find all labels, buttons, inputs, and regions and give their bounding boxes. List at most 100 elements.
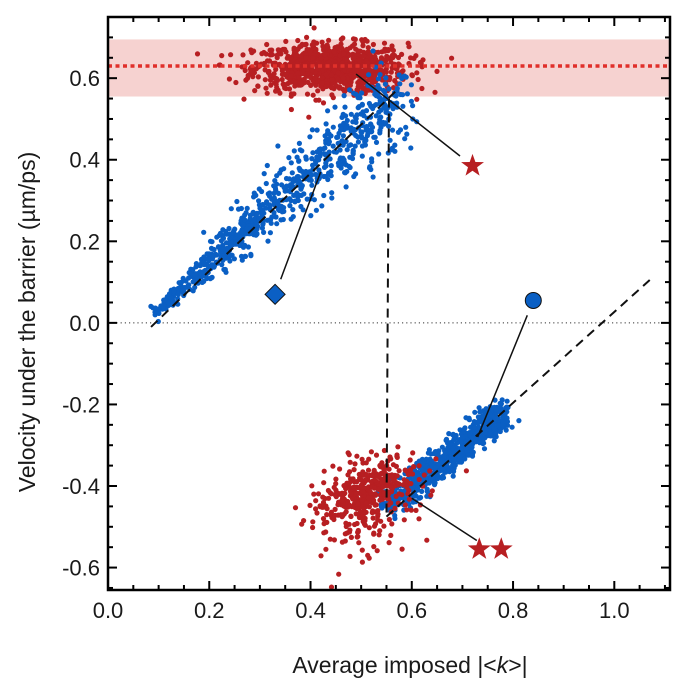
- y-tick-label: -0.4: [62, 474, 100, 499]
- data-point: [414, 480, 420, 486]
- data-point: [352, 143, 358, 149]
- data-points-layer: [148, 25, 522, 590]
- data-point: [217, 246, 223, 252]
- x-tick-label: 1.0: [599, 598, 630, 623]
- data-point: [395, 481, 401, 487]
- data-point: [360, 460, 366, 466]
- data-point: [293, 52, 299, 59]
- data-point: [271, 71, 277, 77]
- data-point: [369, 156, 375, 162]
- axes-layer: 0.0 0.2 0.4 0.6 0.8 1.0 -0.6 -0.4 -0.2 0.0 0.2 0.4 0…: [62, 15, 672, 623]
- data-point: [401, 477, 407, 483]
- data-point: [347, 527, 353, 533]
- data-point: [366, 525, 372, 531]
- annotations-layer: [264, 73, 542, 559]
- data-point: [381, 523, 387, 529]
- data-point: [302, 42, 308, 48]
- data-point: [317, 146, 323, 152]
- data-point: [310, 92, 316, 98]
- data-point: [378, 107, 384, 113]
- data-point: [330, 124, 336, 130]
- data-point: [274, 52, 280, 58]
- data-point: [175, 291, 181, 298]
- data-point: [347, 480, 353, 486]
- data-point: [383, 120, 389, 126]
- data-point: [296, 75, 302, 81]
- data-point: [214, 234, 220, 240]
- data-point: [309, 483, 315, 489]
- data-point: [408, 145, 414, 151]
- data-point: [362, 477, 369, 483]
- data-point: [503, 427, 509, 433]
- data-point: [432, 89, 438, 95]
- data-point: [295, 46, 301, 52]
- data-point: [255, 74, 261, 80]
- data-point: [351, 173, 357, 180]
- data-point: [341, 93, 347, 99]
- data-point: [373, 113, 379, 119]
- data-point: [204, 275, 210, 282]
- data-point: [240, 52, 246, 58]
- data-point: [320, 516, 327, 522]
- data-point: [190, 267, 196, 273]
- data-point: [230, 230, 236, 236]
- data-point: [425, 489, 431, 495]
- data-point: [319, 75, 325, 81]
- data-point: [292, 505, 299, 511]
- data-point: [339, 45, 345, 52]
- data-point: [371, 544, 377, 550]
- data-point: [381, 491, 387, 497]
- data-point: [309, 172, 315, 178]
- data-point: [268, 82, 274, 88]
- data-point: [388, 473, 395, 479]
- data-point: [315, 88, 321, 94]
- data-point: [321, 151, 328, 157]
- data-point: [152, 305, 159, 311]
- data-point: [315, 491, 322, 497]
- data-point: [338, 41, 344, 47]
- data-point: [450, 473, 456, 479]
- data-point: [377, 528, 383, 534]
- data-point: [253, 192, 259, 198]
- data-point: [323, 121, 329, 127]
- data-point: [368, 103, 374, 109]
- data-point: [204, 251, 210, 257]
- data-point: [400, 482, 406, 488]
- data-point: [351, 90, 357, 96]
- data-point: [194, 51, 201, 57]
- data-point: [350, 476, 356, 482]
- data-point: [281, 83, 287, 89]
- data-point: [245, 60, 251, 66]
- data-point: [222, 266, 228, 273]
- data-point: [386, 123, 392, 129]
- data-point: [365, 552, 371, 559]
- data-point: [324, 506, 330, 512]
- data-point: [380, 87, 387, 94]
- data-point: [319, 203, 325, 209]
- data-point: [364, 38, 370, 44]
- data-point: [252, 88, 258, 94]
- data-point: [352, 461, 358, 467]
- data-point: [403, 74, 409, 80]
- data-point: [321, 480, 327, 486]
- data-point: [382, 48, 388, 54]
- data-point: [360, 43, 366, 49]
- data-point: [392, 515, 398, 522]
- data-point: [335, 502, 341, 508]
- data-point: [365, 495, 371, 501]
- diamond-icon: [264, 283, 286, 306]
- data-point: [400, 103, 406, 109]
- data-point: [323, 546, 329, 552]
- data-point: [329, 76, 335, 83]
- data-point: [323, 71, 329, 78]
- data-point: [388, 59, 394, 65]
- data-point: [168, 295, 174, 301]
- data-point: [267, 77, 273, 83]
- data-point: [288, 73, 294, 79]
- data-point: [248, 253, 254, 259]
- data-point: [289, 170, 295, 176]
- data-point: [321, 521, 327, 527]
- data-point: [271, 190, 277, 196]
- data-point: [340, 75, 346, 81]
- data-point: [416, 516, 422, 522]
